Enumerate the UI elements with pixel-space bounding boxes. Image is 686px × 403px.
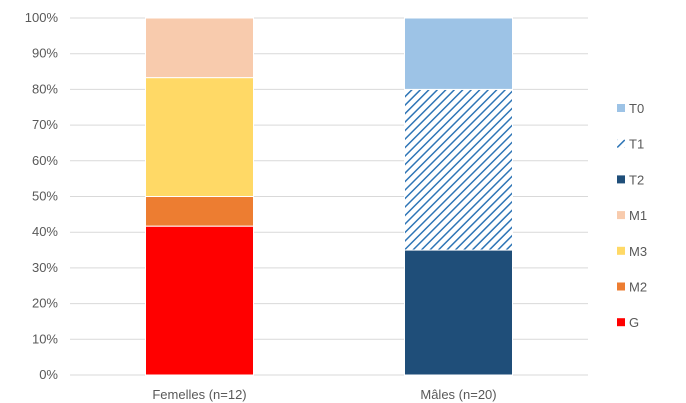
y-tick-label: 20%	[32, 296, 58, 311]
bar-segment-m2	[145, 196, 254, 227]
legend-label-t2: T2	[629, 172, 644, 187]
legend-label-m2: M2	[629, 280, 647, 295]
x-category-label: Femelles (n=12)	[152, 387, 246, 402]
legend-label-g: G	[629, 315, 639, 330]
y-tick-label: 40%	[32, 224, 58, 239]
legend-label-t1: T1	[629, 137, 644, 152]
bar-segment-t2	[404, 249, 513, 376]
y-tick-label: 10%	[32, 331, 58, 346]
y-tick-label: 60%	[32, 153, 58, 168]
y-axis-tick-labels: 0% 10% 20% 30% 40% 50% 60% 70% 80% 90% 100%	[25, 10, 59, 382]
bar-segment-m3	[145, 77, 254, 197]
legend-swatch-t0	[617, 104, 625, 112]
y-tick-label: 90%	[32, 46, 58, 61]
legend-label-t0: T0	[629, 101, 644, 116]
x-category-label: Mâles (n=20)	[420, 387, 496, 402]
bars	[145, 17, 513, 376]
legend-swatch-m3	[617, 246, 625, 255]
bar-segment-t1	[404, 88, 513, 251]
y-tick-label: 50%	[32, 189, 58, 204]
legend-swatch-t1	[617, 139, 625, 148]
bar-segment-t0	[404, 17, 513, 90]
x-axis-category-labels: Femelles (n=12) Mâles (n=20)	[152, 387, 496, 402]
bar-segment-m1	[145, 17, 254, 79]
y-tick-label: 0%	[39, 367, 58, 382]
legend-label-m1: M1	[629, 208, 647, 223]
y-tick-label: 30%	[32, 260, 58, 275]
legend-label-m3: M3	[629, 244, 647, 259]
y-tick-label: 80%	[32, 81, 58, 96]
y-tick-label: 70%	[32, 117, 58, 132]
legend-swatch-m1	[617, 211, 625, 220]
legend: T0 T1 T2 M1 M3 M2 G	[617, 101, 647, 330]
legend-swatch-t2	[617, 175, 625, 184]
legend-swatch-g	[617, 318, 625, 327]
y-tick-label: 100%	[25, 10, 59, 25]
legend-swatch-m2	[617, 282, 625, 291]
bar-segment-g	[145, 225, 254, 376]
